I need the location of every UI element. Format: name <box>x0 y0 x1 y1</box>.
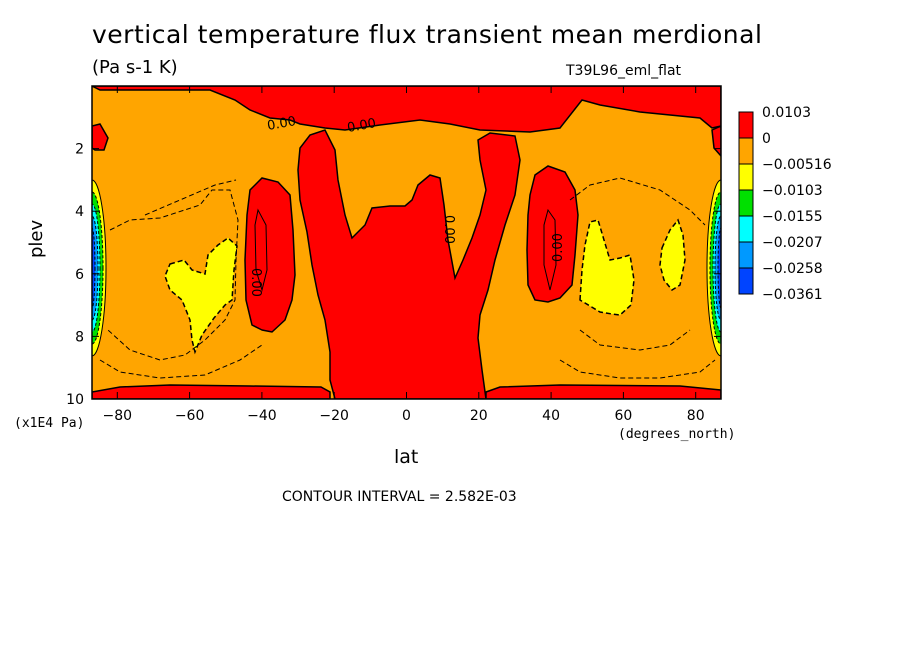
colorbar-level-label: −0.0155 <box>762 209 823 225</box>
y-tick-label: 4 <box>75 204 84 220</box>
x-tick-label: 40 <box>542 408 560 424</box>
contour-label-5: 0.00 <box>551 233 566 262</box>
colorbar-level-label: −0.0258 <box>762 261 823 277</box>
yellow-region-2 <box>579 219 635 316</box>
colorbar-swatch-3 <box>738 163 754 191</box>
contour-label-2: 0.00 <box>346 116 377 136</box>
chart-title: vertical temperature flux transient mean… <box>92 20 763 49</box>
dashed-contour-1 <box>107 189 239 361</box>
colorbar-level-label: −0.00516 <box>762 157 832 173</box>
inner-contour-nh <box>543 208 557 291</box>
x-tick-label: 60 <box>614 408 632 424</box>
y-tick-label: 8 <box>75 329 84 345</box>
yellow-region-3 <box>659 218 686 291</box>
colorbar: 0.0103 0 −0.00516 −0.0103 −0.0155 −0.0207 −0.0… <box>738 105 832 303</box>
x-tick-label: −20 <box>319 408 349 424</box>
dashed-contour-4 <box>559 359 716 379</box>
chart-units: (Pa s-1 K) <box>92 57 178 78</box>
colorbar-level-label: 0 <box>762 131 771 147</box>
y-tick-label: 6 <box>75 267 84 283</box>
contour-label-3: 0.00 <box>441 215 456 244</box>
colorbar-swatch-5 <box>738 215 754 243</box>
dashed-contour-6 <box>579 329 691 351</box>
colorbar-swatch-7 <box>738 267 754 295</box>
y-tick-label: 10 <box>66 392 84 408</box>
contour-fields: 0.00 0.00 0.00 0.00 0.00 <box>92 86 721 399</box>
x-tick-label: −60 <box>175 408 205 424</box>
positive-flux-region-3 <box>244 177 296 333</box>
contour-interval-label: CONTOUR INTERVAL = 2.582E-03 <box>282 489 517 505</box>
colorbar-swatch-4 <box>738 189 754 217</box>
positive-flux-region-5 <box>92 123 109 151</box>
x-tick-label: −40 <box>247 408 277 424</box>
dashed-contour-5 <box>569 177 706 226</box>
x-axis-label: lat <box>394 446 419 468</box>
positive-flux-region-4 <box>526 165 579 303</box>
colorbar-swatch-1 <box>738 111 754 139</box>
x-tick-label: −80 <box>103 408 133 424</box>
positive-flux-region-8 <box>485 384 721 399</box>
plot-axes: −80 −60 −40 −20 0 20 40 60 80 2 4 6 8 10 <box>66 85 722 424</box>
contour-label-4: 0.00 <box>248 268 263 297</box>
positive-flux-region-7 <box>92 384 331 399</box>
yellow-region-1 <box>164 237 238 355</box>
x-tick-label: 80 <box>687 408 705 424</box>
x-tick-label: 0 <box>402 408 411 424</box>
positive-flux-region-2 <box>297 129 521 399</box>
y-axis-units: (x1E4 Pa) <box>14 416 85 431</box>
inner-contour-sh <box>254 208 268 292</box>
x-axis-units: (degrees_north) <box>618 427 736 442</box>
y-tick-label: 2 <box>75 142 84 158</box>
run-label: T39L96_eml_flat <box>566 63 682 79</box>
x-tick-label: 20 <box>470 408 488 424</box>
dashed-contour-2 <box>144 179 237 216</box>
colorbar-level-label: −0.0207 <box>762 235 823 251</box>
colorbar-level-label: −0.0361 <box>762 287 823 303</box>
colorbar-level-label: 0.0103 <box>762 105 811 121</box>
colorbar-level-label: −0.0103 <box>762 183 823 199</box>
contour-label-1: 0.00 <box>266 114 297 134</box>
dashed-contour-3 <box>99 344 263 379</box>
colorbar-swatch-2 <box>738 137 754 165</box>
positive-flux-region-1 <box>92 86 721 133</box>
colorbar-swatch-6 <box>738 241 754 269</box>
